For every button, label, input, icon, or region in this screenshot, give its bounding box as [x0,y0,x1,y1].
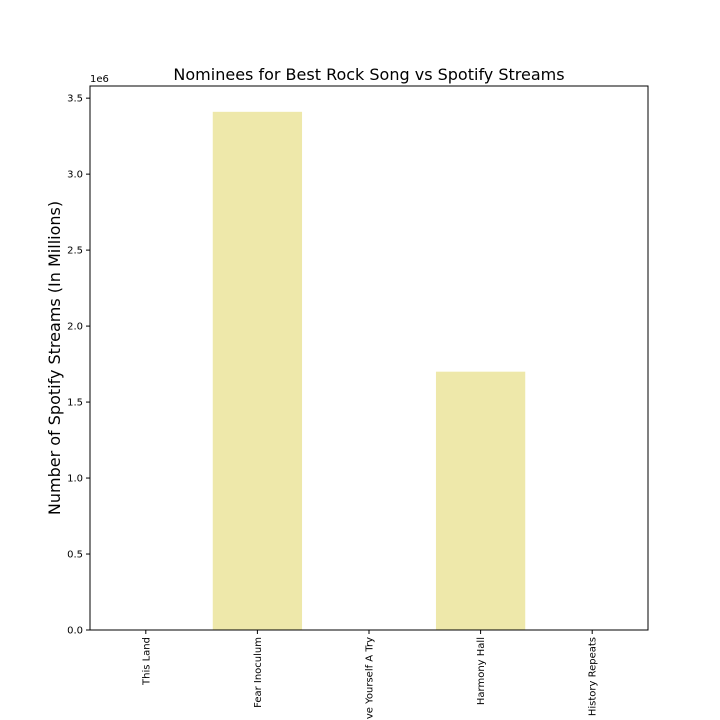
y-tick-label: 0.5 [67,550,83,561]
x-tick-label: Fear Inoculum [253,637,264,708]
plot-frame [89,85,649,631]
x-tick-label: Harmony Hall [476,637,487,705]
y-tick-label: 1.0 [67,474,83,485]
y-axis-offset-label: 1e6 [90,74,109,85]
y-tick-label: 2.5 [67,246,83,257]
chart-title: Nominees for Best Rock Song vs Spotify S… [173,65,564,84]
y-axis-label: Number of Spotify Streams (In Millions) [45,201,64,515]
y-tick-label: 1.5 [67,398,83,409]
x-tick-label: History Repeats [588,637,599,716]
y-tick-label: 0.0 [67,626,83,637]
bar-1 [212,111,303,630]
y-tick-label: 2.0 [67,322,83,333]
y-ticks-group: 0.0 0.5 1.0 1.5 2.0 2.5 3.0 3.5 [67,94,90,637]
y-tick-label: 3.5 [67,94,83,105]
y-tick-label: 3.0 [67,170,83,181]
x-tick-label: This Land [141,637,152,686]
bars-group [212,111,526,630]
x-tick-label: Give Yourself A Try [365,637,376,720]
x-ticks-group: This Land Fear Inoculum Give Yourself A Tr… [141,630,599,720]
bar-3 [435,371,526,630]
